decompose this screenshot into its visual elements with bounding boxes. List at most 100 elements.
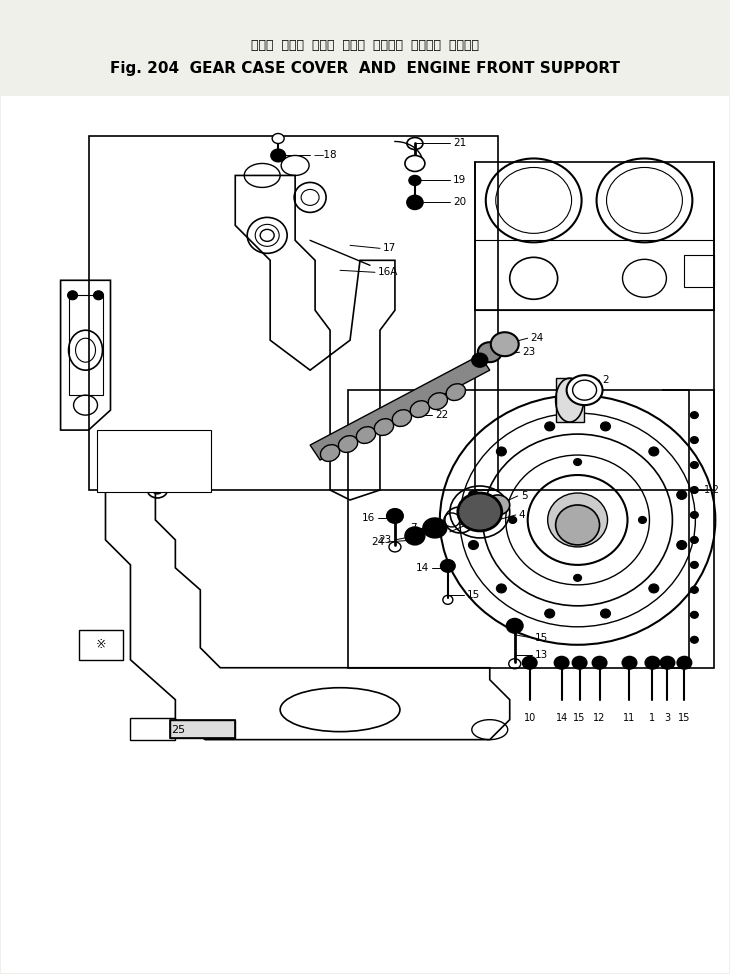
- Text: 19: 19: [453, 175, 466, 185]
- Ellipse shape: [387, 509, 403, 523]
- Ellipse shape: [691, 436, 699, 443]
- Ellipse shape: [441, 560, 455, 572]
- Ellipse shape: [407, 196, 423, 209]
- Ellipse shape: [691, 511, 699, 518]
- Ellipse shape: [639, 516, 647, 523]
- Ellipse shape: [677, 490, 687, 500]
- Text: 1: 1: [650, 713, 656, 723]
- Ellipse shape: [645, 656, 659, 669]
- Ellipse shape: [405, 156, 425, 171]
- Text: 22: 22: [435, 410, 448, 420]
- Text: 13: 13: [534, 650, 548, 659]
- Bar: [79, 630, 123, 659]
- Ellipse shape: [691, 412, 699, 419]
- Bar: [88, 135, 498, 490]
- Text: 17: 17: [383, 244, 396, 253]
- Text: 7: 7: [410, 523, 417, 533]
- Ellipse shape: [405, 527, 425, 544]
- Ellipse shape: [429, 393, 447, 409]
- Ellipse shape: [555, 656, 569, 669]
- Ellipse shape: [150, 441, 164, 451]
- Text: 10: 10: [523, 713, 536, 723]
- Ellipse shape: [548, 493, 607, 547]
- Ellipse shape: [509, 516, 517, 523]
- Text: 15: 15: [534, 633, 548, 643]
- Text: 5: 5: [520, 491, 527, 501]
- Ellipse shape: [556, 505, 599, 544]
- Ellipse shape: [661, 656, 675, 669]
- Ellipse shape: [356, 427, 376, 443]
- Bar: [69, 295, 104, 395]
- Text: 左 手 用: 左 手 用: [99, 456, 116, 463]
- Ellipse shape: [469, 541, 478, 549]
- Text: 15: 15: [678, 713, 691, 723]
- Bar: [170, 720, 235, 737]
- Ellipse shape: [392, 410, 412, 427]
- Text: 2: 2: [602, 375, 609, 385]
- Text: FOR BUCYRUS: FOR BUCYRUS: [99, 445, 148, 451]
- Ellipse shape: [623, 656, 637, 669]
- Ellipse shape: [545, 422, 555, 431]
- Text: 21: 21: [453, 138, 466, 148]
- Ellipse shape: [649, 584, 658, 593]
- Ellipse shape: [572, 656, 587, 669]
- Ellipse shape: [410, 400, 429, 418]
- Ellipse shape: [691, 612, 699, 618]
- Text: Engine No. 1019-1847: Engine No. 1019-1847: [99, 467, 168, 472]
- Text: 27: 27: [121, 482, 136, 492]
- Ellipse shape: [545, 609, 555, 618]
- Text: 14: 14: [556, 713, 568, 723]
- Text: 1-2: 1-2: [704, 485, 721, 495]
- Bar: [96, 431, 211, 492]
- Ellipse shape: [677, 656, 691, 669]
- Ellipse shape: [496, 584, 507, 593]
- Ellipse shape: [601, 422, 610, 431]
- Ellipse shape: [478, 342, 502, 362]
- Text: 12: 12: [593, 713, 606, 723]
- Ellipse shape: [469, 490, 478, 500]
- Text: Fig. 204  GEAR CASE COVER  AND  ENGINE FRONT SUPPORT: Fig. 204 GEAR CASE COVER AND ENGINE FRON…: [110, 61, 620, 76]
- Ellipse shape: [458, 493, 502, 531]
- Ellipse shape: [566, 375, 602, 405]
- Bar: [685, 255, 715, 287]
- Text: 3: 3: [664, 713, 670, 723]
- Text: ギヤー  ケース  カバー  および  エンジン  フロント  サポート: ギヤー ケース カバー および エンジン フロント サポート: [251, 39, 479, 53]
- Ellipse shape: [260, 229, 274, 242]
- Ellipse shape: [150, 466, 166, 480]
- Ellipse shape: [691, 462, 699, 468]
- Text: 20: 20: [453, 198, 466, 207]
- Ellipse shape: [93, 291, 104, 300]
- Ellipse shape: [691, 537, 699, 543]
- Text: 9: 9: [466, 521, 474, 531]
- Ellipse shape: [563, 506, 593, 534]
- Bar: [556, 378, 583, 422]
- Ellipse shape: [593, 656, 607, 669]
- Ellipse shape: [496, 447, 507, 456]
- Ellipse shape: [691, 486, 699, 494]
- Polygon shape: [310, 356, 490, 460]
- Text: 15: 15: [466, 590, 480, 600]
- Ellipse shape: [523, 656, 537, 669]
- Ellipse shape: [649, 447, 658, 456]
- Text: 24: 24: [531, 333, 544, 343]
- Ellipse shape: [272, 133, 284, 143]
- Ellipse shape: [153, 486, 162, 494]
- Ellipse shape: [271, 149, 285, 162]
- Ellipse shape: [68, 291, 77, 300]
- Ellipse shape: [507, 618, 523, 633]
- Text: 8: 8: [479, 513, 485, 523]
- Ellipse shape: [446, 384, 466, 400]
- Ellipse shape: [485, 495, 510, 515]
- Text: 26: 26: [121, 465, 136, 475]
- Ellipse shape: [691, 586, 699, 593]
- Text: 23: 23: [379, 535, 392, 544]
- Text: 14: 14: [415, 563, 429, 573]
- Text: 15: 15: [573, 713, 585, 723]
- Ellipse shape: [691, 636, 699, 643]
- Ellipse shape: [491, 332, 519, 356]
- Ellipse shape: [574, 575, 582, 581]
- Text: ※: ※: [95, 638, 106, 652]
- Text: —18: —18: [313, 150, 337, 161]
- Text: 3: 3: [591, 383, 597, 393]
- Text: 23: 23: [523, 347, 536, 357]
